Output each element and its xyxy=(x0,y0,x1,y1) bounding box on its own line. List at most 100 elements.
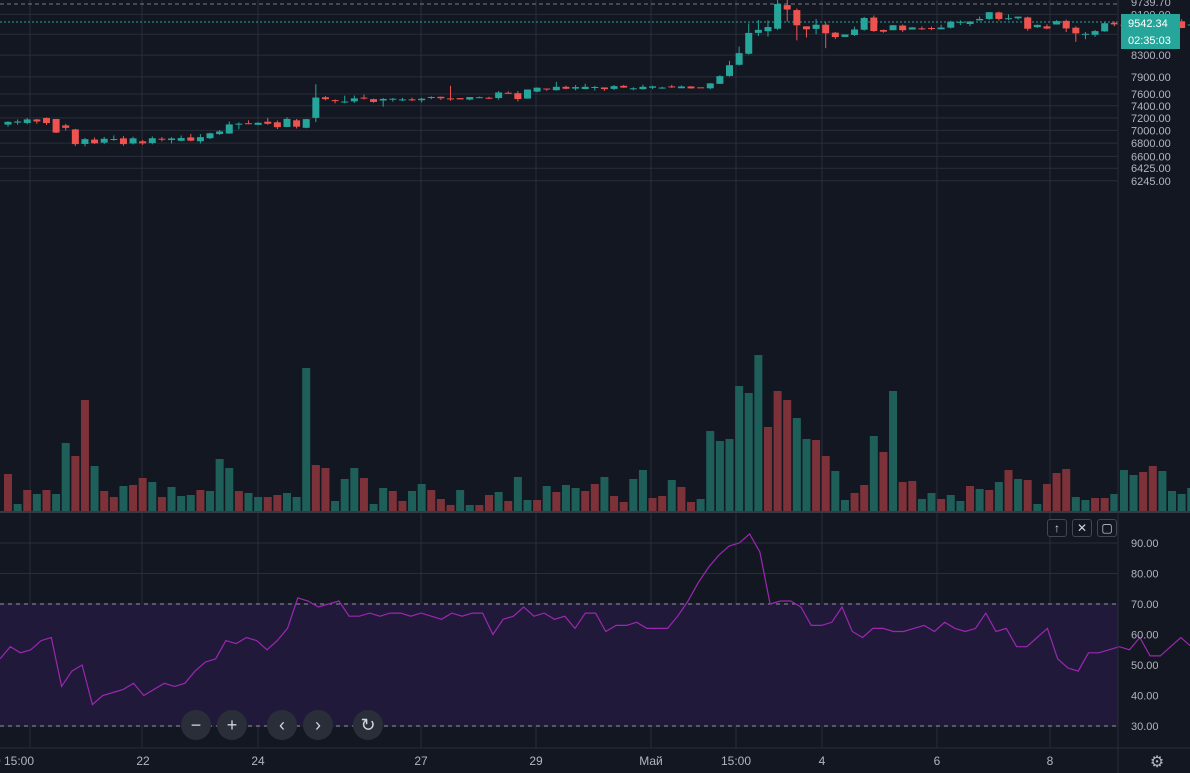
volume-bar xyxy=(350,468,359,511)
candle-body xyxy=(475,97,483,99)
volume-bar xyxy=(1110,494,1119,511)
candle-body xyxy=(764,27,772,32)
close-pane-icon[interactable]: ✕ xyxy=(1072,519,1092,537)
candle-body xyxy=(1072,27,1080,34)
candle-body xyxy=(879,29,887,32)
candle-body xyxy=(985,12,993,19)
candle-body xyxy=(23,119,31,123)
volume-bar xyxy=(427,490,436,511)
candle-body xyxy=(802,26,810,30)
volume-bar xyxy=(658,496,667,511)
rsi-tick-label: 70.00 xyxy=(1131,599,1159,611)
candle-body xyxy=(899,25,907,31)
volume-bar xyxy=(282,493,291,511)
candle-body xyxy=(1062,20,1070,29)
candle-body xyxy=(1053,21,1061,25)
candle-body xyxy=(1004,18,1012,20)
time-tick-label: 15:00 xyxy=(721,754,751,768)
volume-bar xyxy=(879,452,888,511)
candle-body xyxy=(341,101,349,103)
volume-bar xyxy=(311,465,320,511)
candle-body xyxy=(716,76,724,84)
candle-body xyxy=(947,21,955,28)
scroll-left-button[interactable]: ‹ xyxy=(267,710,297,740)
candle-body xyxy=(629,88,637,90)
candle-body xyxy=(928,28,936,30)
scroll-right-button[interactable]: › xyxy=(303,710,333,740)
volume-bars xyxy=(4,355,1190,511)
volume-bar xyxy=(100,491,109,511)
candle-body xyxy=(312,97,320,118)
candle-body xyxy=(350,98,358,102)
reset-chart-button[interactable]: ↻ xyxy=(353,710,383,740)
candle-body xyxy=(668,86,676,88)
price-tick-label: 8300.00 xyxy=(1131,50,1171,62)
price-tick-label: 7900.00 xyxy=(1131,72,1171,84)
volume-bar xyxy=(966,486,974,511)
zoom-out-button[interactable]: − xyxy=(181,710,211,740)
candle-body xyxy=(504,92,512,94)
settings-gear-icon[interactable]: ⚙ xyxy=(1149,754,1165,771)
volume-bar xyxy=(1081,500,1090,511)
candle-body xyxy=(206,133,214,139)
rsi-tick-label: 40.00 xyxy=(1131,691,1159,703)
volume-bar xyxy=(465,505,474,511)
candle-body xyxy=(697,87,705,89)
candle-body xyxy=(437,96,445,99)
candle-body xyxy=(581,86,589,90)
volume-bar xyxy=(629,479,638,511)
candle-body xyxy=(831,32,839,38)
candle-body xyxy=(427,96,435,98)
volume-bar xyxy=(696,499,705,511)
volume-bar xyxy=(1042,484,1051,511)
candle-body xyxy=(918,28,926,30)
volume-bar xyxy=(475,505,484,511)
volume-bar xyxy=(754,355,763,511)
volume-bar xyxy=(706,431,715,511)
volume-bar xyxy=(571,488,580,511)
price-tick-label: 7400.00 xyxy=(1131,101,1171,113)
volume-bar xyxy=(783,400,792,511)
candle-body xyxy=(293,120,301,127)
candle-body xyxy=(187,137,195,141)
price-tick-label: 7600.00 xyxy=(1131,89,1171,101)
candle-body xyxy=(447,98,455,100)
candle-body xyxy=(196,137,204,142)
volume-bar xyxy=(1139,472,1148,511)
volume-bar xyxy=(850,493,859,511)
volume-bar xyxy=(148,482,157,511)
volume-bar xyxy=(735,386,744,511)
candle-body xyxy=(610,86,618,89)
rsi-tick-label: 30.00 xyxy=(1131,721,1159,733)
volume-bar xyxy=(1148,466,1157,511)
candle-body xyxy=(466,97,474,100)
candle-body xyxy=(245,123,252,125)
volume-bar xyxy=(1004,470,1013,511)
volume-bar xyxy=(215,459,224,511)
volume-bar xyxy=(975,489,984,511)
volume-bar xyxy=(321,468,330,511)
volume-bar xyxy=(244,493,253,511)
maximize-pane-icon[interactable]: ▢ xyxy=(1097,519,1117,537)
zoom-in-button[interactable]: + xyxy=(217,710,247,740)
volume-bar xyxy=(869,436,878,511)
candle-body xyxy=(62,125,70,128)
candle-body xyxy=(889,25,897,31)
volume-bar xyxy=(263,497,272,511)
candle-body xyxy=(52,119,60,133)
volume-bar xyxy=(908,481,917,511)
time-tick-label: 8 xyxy=(1047,754,1054,768)
candle-body xyxy=(485,97,493,99)
candle-body xyxy=(908,27,916,30)
candle-body xyxy=(572,87,580,89)
candle-body xyxy=(158,138,166,140)
move-up-icon[interactable]: ↑ xyxy=(1047,519,1067,537)
volume-bar xyxy=(994,482,1003,511)
candle-body xyxy=(1033,24,1041,28)
volume-bar xyxy=(340,479,349,511)
rsi-series-line xyxy=(0,532,1190,706)
candle-body xyxy=(14,121,22,123)
volume-bar xyxy=(408,491,417,511)
volume-bar xyxy=(436,499,445,511)
